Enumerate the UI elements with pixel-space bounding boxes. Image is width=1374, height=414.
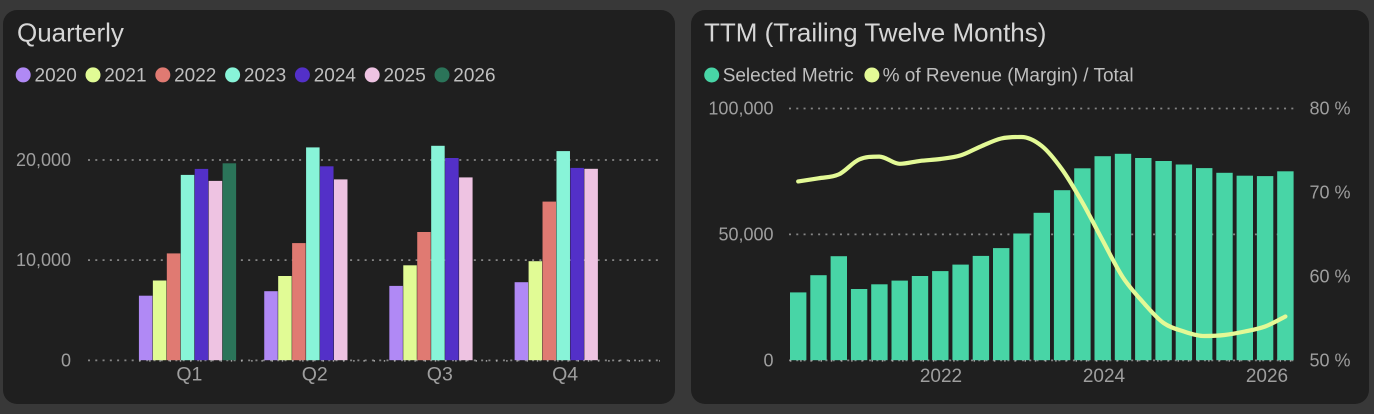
svg-text:2023: 2023: [244, 65, 286, 86]
svg-text:20,000: 20,000: [16, 150, 71, 170]
svg-text:50,000: 50,000: [718, 224, 773, 244]
svg-text:2022: 2022: [920, 366, 962, 387]
svg-text:Q4: Q4: [552, 363, 578, 385]
svg-text:2024: 2024: [1083, 366, 1126, 387]
svg-text:Quarterly: Quarterly: [17, 17, 124, 47]
svg-text:10,000: 10,000: [16, 250, 71, 270]
svg-text:2020: 2020: [35, 65, 77, 86]
svg-text:50 %: 50 %: [1310, 350, 1351, 370]
svg-text:80 %: 80 %: [1310, 99, 1351, 119]
svg-text:70 %: 70 %: [1310, 182, 1351, 202]
svg-text:Q3: Q3: [427, 363, 453, 385]
svg-text:0: 0: [61, 350, 71, 370]
svg-text:60 %: 60 %: [1310, 266, 1351, 286]
svg-text:2022: 2022: [174, 65, 216, 86]
svg-text:0: 0: [763, 350, 773, 370]
svg-text:Q1: Q1: [176, 363, 202, 385]
svg-text:Q2: Q2: [302, 363, 328, 385]
svg-text:TTM (Trailing Twelve Months): TTM (Trailing Twelve Months): [704, 17, 1046, 47]
svg-text:Selected Metric: Selected Metric: [723, 65, 854, 86]
svg-text:% of Revenue (Margin) / Total: % of Revenue (Margin) / Total: [883, 65, 1134, 86]
svg-text:2021: 2021: [104, 65, 146, 86]
svg-text:2024: 2024: [314, 65, 357, 86]
svg-text:2026: 2026: [453, 65, 495, 86]
svg-text:2025: 2025: [384, 65, 426, 86]
svg-text:100,000: 100,000: [708, 99, 773, 119]
svg-text:2026: 2026: [1246, 366, 1288, 387]
